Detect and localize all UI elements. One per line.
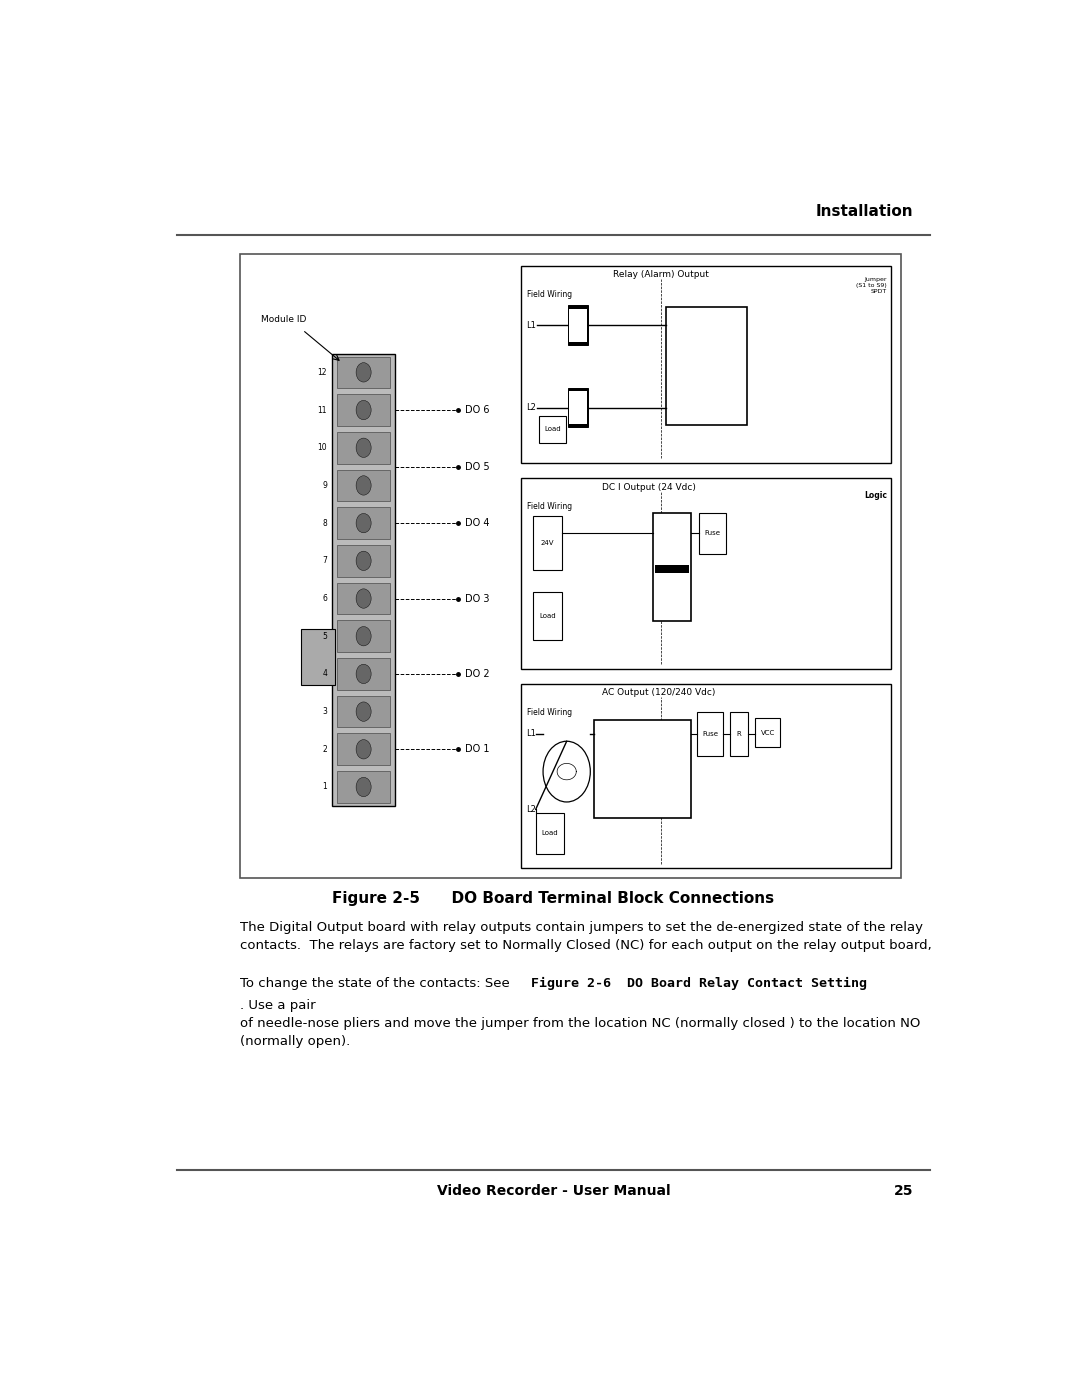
Text: Video Recorder - User Manual: Video Recorder - User Manual	[436, 1185, 671, 1199]
Bar	[653, 513, 690, 622]
Text: Load: Load	[542, 830, 558, 837]
Text: To change the state of the contacts: See: To change the state of the contacts: See	[240, 977, 514, 989]
Circle shape	[356, 701, 372, 721]
Bar	[567, 388, 589, 427]
Bar	[569, 309, 586, 341]
Text: R: R	[737, 731, 742, 736]
Text: Logic: Logic	[864, 492, 887, 500]
Text: Load: Load	[539, 613, 556, 619]
Bar	[337, 469, 390, 502]
Text: L2: L2	[527, 805, 537, 814]
Text: Jumper
(S1 to S9)
SPDT: Jumper (S1 to S9) SPDT	[856, 277, 887, 293]
Bar	[337, 356, 390, 388]
Text: DO 5: DO 5	[464, 461, 489, 472]
Bar	[337, 394, 390, 426]
Text: Figure 2-6  DO Board Relay Contact Setting: Figure 2-6 DO Board Relay Contact Settin…	[531, 977, 867, 989]
Bar	[521, 478, 891, 669]
Circle shape	[356, 476, 372, 495]
Bar	[534, 517, 562, 570]
Bar	[521, 685, 891, 869]
Text: Relay (Alarm) Output: Relay (Alarm) Output	[613, 271, 710, 279]
Bar	[567, 306, 589, 345]
Text: 6: 6	[322, 594, 327, 604]
Circle shape	[356, 590, 372, 608]
Text: Fuse: Fuse	[704, 531, 720, 536]
Text: Field Wiring: Field Wiring	[527, 502, 572, 511]
Bar	[333, 353, 395, 806]
Bar	[594, 719, 690, 817]
Circle shape	[356, 401, 372, 419]
Text: Module ID: Module ID	[260, 314, 306, 324]
Bar	[665, 307, 747, 425]
Text: 7: 7	[322, 556, 327, 566]
Bar	[697, 712, 724, 756]
Text: DO 3: DO 3	[464, 594, 489, 604]
Bar	[337, 432, 390, 464]
Text: 3: 3	[322, 707, 327, 717]
Text: 11: 11	[318, 405, 327, 415]
Text: . Use a pair
of needle-nose pliers and move the jumper from the location NC (nor: . Use a pair of needle-nose pliers and m…	[240, 999, 920, 1048]
Bar	[654, 564, 689, 569]
Circle shape	[356, 664, 372, 683]
Bar	[569, 391, 586, 425]
Text: DO 4: DO 4	[464, 518, 489, 528]
Bar	[337, 696, 390, 728]
Bar	[730, 712, 748, 756]
Text: DO 2: DO 2	[464, 669, 489, 679]
Bar	[699, 513, 726, 555]
Text: Installation: Installation	[815, 204, 914, 219]
Bar	[240, 254, 901, 877]
Text: VCC: VCC	[760, 731, 774, 736]
Bar	[755, 718, 780, 747]
Bar	[337, 771, 390, 803]
Bar	[337, 583, 390, 615]
Bar	[539, 415, 566, 443]
Circle shape	[356, 514, 372, 532]
Text: Field Wiring: Field Wiring	[527, 289, 572, 299]
Bar	[337, 733, 390, 766]
Circle shape	[356, 363, 372, 381]
Text: Field Wiring: Field Wiring	[527, 708, 572, 717]
Text: 1: 1	[323, 782, 327, 792]
Bar	[337, 658, 390, 690]
Text: AC Output (120/240 Vdc): AC Output (120/240 Vdc)	[603, 689, 715, 697]
Text: Load: Load	[544, 426, 561, 432]
Circle shape	[356, 739, 372, 759]
Circle shape	[356, 626, 372, 645]
Text: 24V: 24V	[541, 541, 554, 546]
Text: 10: 10	[318, 443, 327, 453]
Text: The Digital Output board with relay outputs contain jumpers to set the de-energi: The Digital Output board with relay outp…	[240, 921, 931, 951]
Bar	[337, 545, 390, 577]
Text: 4: 4	[322, 669, 327, 679]
Circle shape	[356, 552, 372, 570]
Text: 2: 2	[323, 745, 327, 754]
Text: Fuse: Fuse	[702, 731, 718, 736]
Text: Figure 2-5      DO Board Terminal Block Connections: Figure 2-5 DO Board Terminal Block Conne…	[333, 890, 774, 905]
Text: L2: L2	[527, 404, 537, 412]
Bar	[534, 592, 562, 640]
Text: DO 6: DO 6	[464, 405, 489, 415]
Text: 9: 9	[322, 481, 327, 490]
Bar	[521, 267, 891, 462]
Text: 5: 5	[322, 631, 327, 641]
Bar	[536, 813, 564, 854]
Bar	[337, 620, 390, 652]
Bar	[654, 569, 689, 573]
Text: L1: L1	[527, 321, 537, 330]
Bar	[337, 507, 390, 539]
Text: 12: 12	[318, 367, 327, 377]
Circle shape	[356, 439, 372, 457]
Text: DO 1: DO 1	[464, 745, 489, 754]
Circle shape	[356, 777, 372, 796]
Bar	[301, 629, 335, 685]
Text: 25: 25	[894, 1185, 914, 1199]
Text: DC I Output (24 Vdc): DC I Output (24 Vdc)	[603, 482, 696, 492]
Text: 8: 8	[323, 518, 327, 528]
Text: L1: L1	[527, 729, 537, 739]
